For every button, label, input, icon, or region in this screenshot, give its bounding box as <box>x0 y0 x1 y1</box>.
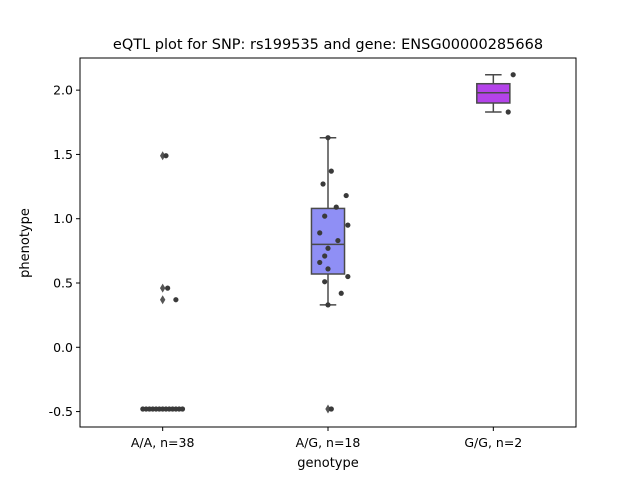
chart-title: eQTL plot for SNP: rs199535 and gene: EN… <box>113 37 543 53</box>
data-point <box>317 230 322 235</box>
data-point <box>317 260 322 265</box>
y-tick-label: -0.5 <box>49 404 73 419</box>
y-tick-label: 2.0 <box>53 83 73 98</box>
data-point <box>322 253 327 258</box>
data-point <box>322 279 327 284</box>
plot-area: -0.5 0.0 0.5 1.0 1.5 2.0 A/A, n=38 A/G, n=18 G/G… <box>49 58 576 450</box>
x-tick-label: G/G, n=2 <box>464 435 522 450</box>
x-axis-label: genotype <box>297 456 358 471</box>
data-point <box>344 193 349 198</box>
data-point <box>335 238 340 243</box>
outlier-marker <box>160 295 165 304</box>
y-tick-label: 0.0 <box>53 340 73 355</box>
data-point <box>165 286 170 291</box>
x-tick-label: A/G, n=18 <box>296 435 361 450</box>
y-tick-label: 0.5 <box>53 276 73 291</box>
data-point <box>325 135 330 140</box>
data-point <box>320 181 325 186</box>
y-tick-label: 1.0 <box>53 211 73 226</box>
data-point <box>329 406 334 411</box>
data-point <box>325 246 330 251</box>
data-point <box>334 205 339 210</box>
data-point <box>511 72 516 77</box>
data-point <box>345 223 350 228</box>
data-point <box>345 274 350 279</box>
data-point <box>506 109 511 114</box>
data-point <box>325 302 330 307</box>
y-tick-label: 1.5 <box>53 147 73 162</box>
data-point <box>180 406 185 411</box>
outlier-marker <box>160 284 165 293</box>
data-point <box>329 169 334 174</box>
data-point <box>325 266 330 271</box>
data-point <box>322 214 327 219</box>
data-point <box>173 297 178 302</box>
y-axis-label: phenotype <box>18 208 33 278</box>
data-point <box>339 291 344 296</box>
data-point <box>163 153 168 158</box>
x-tick-label: A/A, n=38 <box>131 435 195 450</box>
